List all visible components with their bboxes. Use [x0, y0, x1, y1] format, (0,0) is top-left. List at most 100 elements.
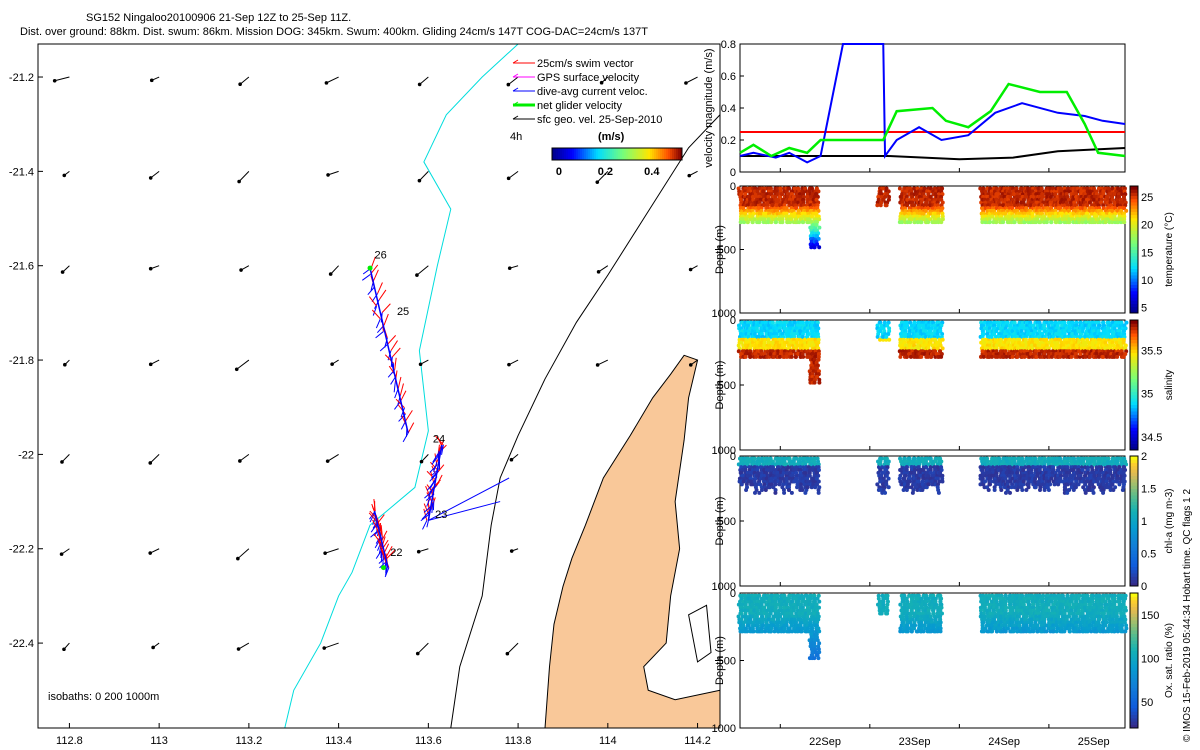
geo-arrow-head: [330, 362, 334, 366]
profile-point: [1010, 354, 1015, 359]
profile-colorbar-cell: [1130, 333, 1138, 337]
current-vector: [431, 456, 439, 465]
colorbar-cell: [662, 148, 665, 160]
profile-colorbar-cell: [1130, 224, 1138, 228]
geo-velocity-arrow: [236, 359, 250, 370]
profile-point: [1101, 490, 1106, 495]
profile-point: [752, 456, 757, 461]
profile-colorbar-cell: [1130, 375, 1138, 379]
profile-point: [981, 354, 986, 359]
swim-vector: [386, 549, 396, 560]
profile-point: [983, 479, 988, 484]
geo-velocity-arrow: [508, 76, 519, 85]
profile-colorbar-cell: [1130, 320, 1138, 324]
colorbar-cell: [584, 148, 587, 160]
geo-arrow-head: [238, 82, 242, 87]
geo-velocity-arrow: [239, 76, 250, 85]
swim-vector: [379, 522, 382, 535]
profile-colorbar-cell: [1130, 430, 1138, 435]
profile-point: [770, 320, 775, 325]
profile-point: [773, 490, 778, 495]
profile-point: [812, 380, 817, 385]
geo-velocity-arrow: [416, 265, 429, 276]
velocity-series-line: [740, 147, 1126, 161]
profile-colorbar-cell: [1130, 391, 1138, 396]
colorbar-cell: [618, 148, 621, 160]
swim-vector: [395, 398, 405, 409]
swim-vector: [399, 383, 404, 396]
map-y-tick-label: -22.4: [9, 638, 34, 650]
profile-point: [902, 192, 907, 197]
legend-label: sfc geo. vel. 25-Sep-2010: [537, 114, 662, 126]
swim-vector: [385, 546, 393, 557]
map-x-tick-label: 114: [599, 735, 617, 747]
profile-colorbar-cell: [1130, 401, 1138, 405]
geo-arrow-head: [417, 82, 422, 87]
profile-point: [782, 490, 787, 495]
profile-point: [789, 354, 794, 359]
profile-point: [814, 211, 819, 216]
profile-point: [797, 220, 802, 225]
swim-vector: [380, 530, 388, 542]
profile-colorbar-cell: [1130, 192, 1138, 197]
profile-point: [986, 488, 991, 493]
profile-point: [800, 488, 805, 493]
profile-point: [784, 214, 789, 219]
profile-point: [739, 192, 744, 197]
day-label: 22: [390, 547, 402, 559]
geo-velocity-arrow: [238, 171, 250, 182]
profile-point: [1121, 354, 1126, 359]
colorbar-cell: [636, 148, 639, 160]
colorbar-cell: [552, 148, 555, 160]
profile-point: [879, 192, 884, 197]
current-vector: [432, 453, 439, 463]
profile-point: [739, 220, 744, 225]
swim-vector: [373, 269, 379, 281]
profile-colorbar-cell: [1130, 355, 1138, 360]
velocity-y-tick-label: 0.4: [721, 103, 736, 115]
geo-arrow-head: [688, 267, 693, 272]
swim-vector: [371, 309, 381, 320]
velocity-y-tick-label: 0: [730, 167, 736, 179]
profile-colorbar-cell: [1130, 214, 1138, 219]
colorbar-cell: [588, 148, 591, 160]
profile-colorbar-cell: [1130, 211, 1138, 216]
swim-vector: [405, 410, 413, 421]
scale-label: 4h: [510, 131, 522, 143]
profile-point: [915, 214, 920, 219]
geo-arrow-head: [59, 552, 64, 556]
map-x-tick-label: 112.8: [56, 735, 83, 747]
colorbar-cell: [608, 148, 611, 160]
profile-point: [816, 490, 821, 495]
profile-point: [757, 192, 762, 197]
legend-label: 25cm/s swim vector: [537, 58, 634, 70]
colorbar-cell: [596, 148, 599, 160]
profile-point: [1039, 186, 1044, 191]
profile-point: [1069, 354, 1074, 359]
geo-arrow-head: [148, 176, 153, 180]
current-vector: [367, 286, 375, 295]
profile-point: [980, 220, 985, 225]
profile-colorbar-cell: [1130, 440, 1138, 444]
colorbar-cell: [652, 148, 655, 160]
track-line: [427, 444, 443, 521]
profile-point: [987, 482, 992, 487]
geo-arrow-head: [148, 461, 153, 465]
profile-scatter: [736, 186, 1129, 250]
map-y-tick-label: -21.6: [9, 261, 34, 273]
map-x-tick-label: 113.6: [415, 735, 442, 747]
profile-ylabel: Depth (m): [714, 361, 726, 410]
profile-point: [1122, 220, 1127, 225]
colorbar-cell: [642, 148, 645, 160]
profile-point: [1021, 468, 1026, 473]
profile-colorbar-cell: [1130, 437, 1138, 441]
profile-point: [809, 225, 814, 230]
velocity-y-tick-label: 0.6: [721, 71, 736, 83]
current-vector: [431, 467, 440, 476]
geo-arrow-head: [148, 551, 153, 555]
swim-vector: [377, 282, 383, 294]
current-vector: [375, 318, 381, 329]
profile-point: [1084, 220, 1089, 225]
profile-point: [757, 220, 762, 225]
